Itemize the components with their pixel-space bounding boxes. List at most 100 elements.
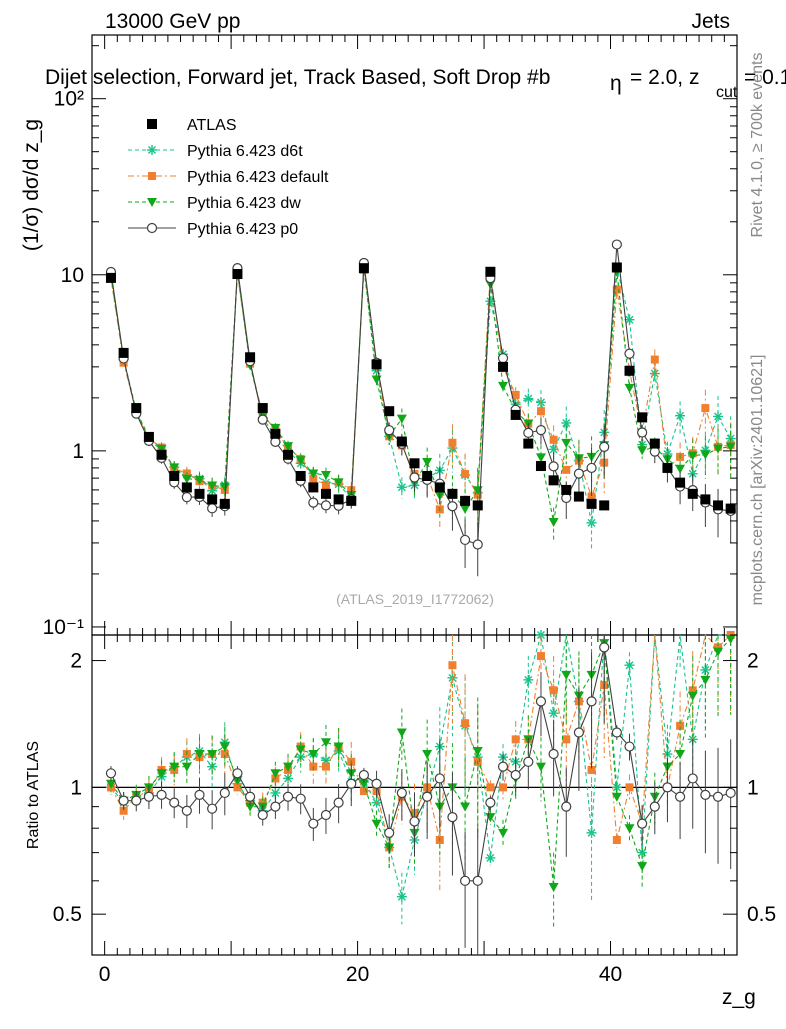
d6t-ratio-point	[396, 891, 407, 902]
default-ratio-point	[612, 836, 621, 845]
p0-ratio-point	[194, 789, 205, 800]
atlas-point	[308, 482, 319, 493]
atlas-point	[118, 347, 129, 358]
p0-ratio-point	[358, 769, 370, 781]
p0-main-point	[548, 461, 559, 472]
y-tick-label: 10⁻¹	[43, 616, 84, 639]
default-ratio-point	[258, 798, 267, 807]
p0-main-point	[535, 424, 547, 436]
reference-label: (ATLAS_2019_I1772062)	[336, 591, 494, 607]
default-ratio-point	[321, 762, 330, 771]
d6t-main-point	[675, 410, 686, 421]
default-main-point	[701, 404, 710, 413]
atlas-point	[447, 488, 458, 499]
p0-main-point	[586, 462, 597, 474]
p0-ratio-point	[637, 818, 648, 829]
p0-main-point	[611, 239, 622, 250]
svg-text:Ratio to ATLAS: Ratio to ATLAS	[25, 741, 42, 849]
x-tick-label: 20	[346, 963, 369, 986]
default-ratio-point	[461, 719, 470, 728]
dw-main-point	[333, 478, 344, 488]
p0-ratio-point	[472, 875, 483, 886]
p0-ratio-point	[169, 797, 180, 808]
atlas-point	[283, 449, 294, 460]
dw-ratio-point	[156, 769, 167, 779]
dw-ratio-point	[611, 792, 622, 802]
atlas-point	[358, 263, 369, 274]
dw-ratio-point	[181, 762, 192, 772]
atlas-point	[409, 458, 420, 469]
p0-ratio-point	[497, 761, 509, 772]
dw-main-point	[713, 444, 724, 454]
d6t-ratio-point	[611, 782, 622, 793]
dw-ratio-line	[110, 638, 732, 888]
ratio-y-label: Ratio to ATLAS	[25, 741, 42, 849]
legend-dw-label: Pythia 6.423 dw	[187, 195, 301, 212]
dw-ratio-point	[320, 738, 331, 748]
p0-ratio-point	[105, 768, 117, 779]
atlas-point	[257, 403, 268, 414]
legend-atlas-label: ATLAS	[187, 117, 237, 134]
atlas-point	[586, 498, 597, 509]
p0-ratio-line	[110, 647, 731, 882]
dw-ratio-point	[472, 746, 483, 756]
legend-p0-label: Pythia 6.423 p0	[187, 221, 298, 238]
dw-main-point	[295, 456, 306, 466]
default-main-point	[650, 355, 659, 364]
p0-ratio-point	[422, 791, 433, 802]
atlas-point	[105, 272, 116, 283]
p0-ratio-point	[447, 812, 458, 823]
dw-ratio-point	[308, 750, 319, 760]
energy-label: 13000 GeV pp	[105, 10, 240, 33]
legend-dw-marker	[147, 198, 157, 207]
p0-main-point	[573, 468, 585, 479]
default-main-point	[549, 435, 558, 444]
d6t-main-point	[561, 417, 572, 428]
atlas-point	[434, 482, 445, 493]
dw-main-point	[308, 469, 319, 479]
dw-ratio-point	[207, 750, 218, 760]
y-tick-label: 10²	[54, 88, 84, 111]
dw-ratio-point	[713, 647, 724, 657]
default-ratio-point	[562, 735, 571, 744]
dw-main-point	[270, 423, 281, 433]
ratio-plot-frame	[91, 634, 738, 956]
default-main-point	[309, 474, 318, 483]
atlas-point	[599, 500, 610, 511]
atlas-point	[498, 361, 509, 372]
svg-text:(1/σ) dσ/d z_g: (1/σ) dσ/d z_g	[20, 119, 43, 251]
title-eta-symbol: η	[610, 72, 622, 95]
legend-p0-marker	[146, 222, 158, 234]
dw-main-point	[624, 383, 635, 393]
dw-ratio-point	[219, 742, 230, 752]
p0-ratio-point	[346, 778, 357, 789]
atlas-point	[333, 494, 344, 505]
dw-main-point	[460, 504, 471, 514]
p0-main-point	[637, 427, 648, 438]
default-ratio-point	[587, 765, 596, 774]
dw-ratio-point	[270, 769, 281, 779]
p0-ratio-point	[181, 805, 192, 816]
d6t-ratio-point	[624, 660, 635, 671]
dw-ratio-point	[535, 762, 546, 772]
legend-d6t-label: Pythia 6.423 d6t	[187, 143, 303, 160]
axis-layer: 0 20 40 10⁻¹ 1 10 10² 0.5 0.5 1 1 2 2	[43, 35, 776, 986]
y-axis-label: (1/σ) dσ/d z_g	[20, 119, 43, 251]
dw-main-point	[687, 451, 698, 461]
default-main-point	[448, 438, 457, 447]
d6t-main-point	[523, 393, 534, 404]
p0-ratio-point	[371, 778, 382, 789]
ratio-y-tick-label-right: 2	[747, 650, 759, 673]
atlas-point	[346, 495, 357, 506]
p0-ratio-point	[485, 797, 496, 808]
atlas-point	[637, 412, 648, 423]
p0-ratio-point	[687, 773, 698, 784]
default-main-point	[511, 390, 520, 399]
atlas-point	[181, 482, 192, 493]
dw-main-point	[700, 450, 711, 460]
p0-ratio-point	[232, 768, 243, 779]
default-ratio-point	[499, 783, 508, 792]
atlas-point	[611, 262, 622, 273]
p0-ratio-point	[599, 642, 610, 653]
